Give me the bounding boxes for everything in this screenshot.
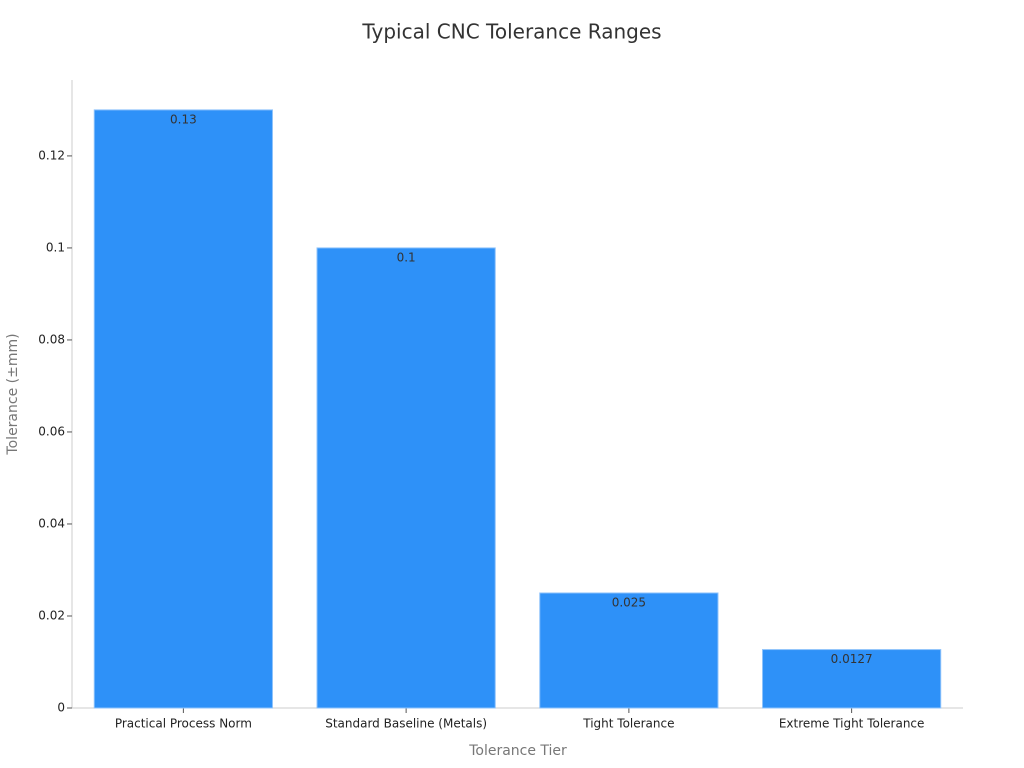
bar — [316, 247, 496, 709]
y-tick-label: 0.12 — [38, 148, 65, 162]
value-label: 0.1 — [397, 250, 416, 264]
x-axis-title: Tolerance Tier — [468, 743, 567, 759]
bar — [762, 649, 942, 709]
y-tick-label: 0.08 — [38, 332, 65, 346]
y-tick-label: 0.04 — [38, 516, 65, 530]
value-label: 0.0127 — [831, 652, 873, 666]
chart-title: Typical CNC Tolerance Ranges — [361, 20, 661, 44]
value-label: 0.13 — [170, 112, 197, 126]
bar — [93, 109, 273, 709]
y-tick-label: 0 — [57, 701, 65, 715]
x-tick-label: Standard Baseline (Metals) — [325, 717, 487, 731]
y-tick-label: 0.1 — [46, 240, 65, 254]
y-tick-label: 0.06 — [38, 424, 65, 438]
value-label: 0.025 — [612, 595, 646, 609]
bar — [539, 592, 719, 709]
x-tick-label: Practical Process Norm — [115, 717, 252, 731]
x-tick-label: Tight Tolerance — [582, 717, 674, 731]
x-tick-label: Extreme Tight Tolerance — [779, 717, 925, 731]
y-axis-title: Tolerance (±mm) — [5, 333, 21, 455]
y-tick-label: 0.02 — [38, 608, 65, 622]
